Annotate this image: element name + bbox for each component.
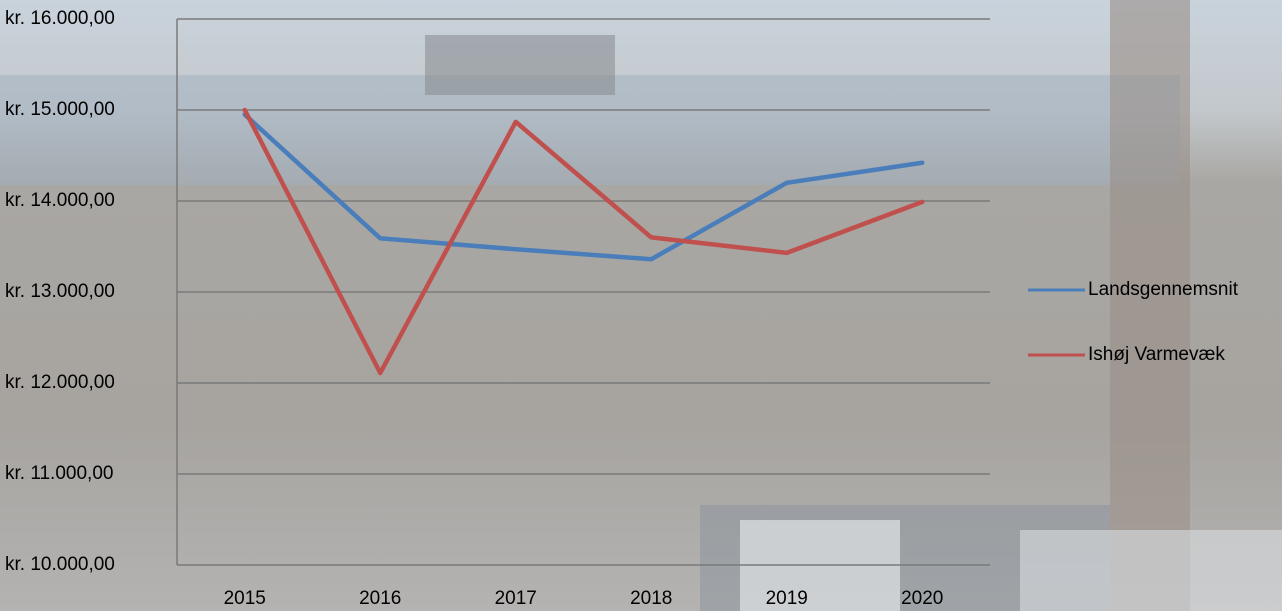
y-tick-label: kr. 12.000,00 [5,372,115,393]
series-line [242,112,925,262]
x-tick-label: 2020 [901,588,943,609]
legend-label: Landsgennemsnit [1088,279,1239,300]
x-tick-label: 2017 [495,588,537,609]
y-tick-label: kr. 16.000,00 [5,8,115,29]
series-line [242,107,925,376]
y-tick-label: kr. 13.000,00 [5,281,115,302]
x-tick-label: 2015 [224,588,266,609]
y-tick-label: kr. 14.000,00 [5,190,115,211]
y-tick-label: kr. 15.000,00 [5,99,115,120]
y-tick-label: kr. 10.000,00 [5,554,115,575]
x-tick-label: 2019 [766,588,808,609]
legend-label: Ishøj Varmevæk [1088,344,1225,365]
x-tick-label: 2016 [359,588,401,609]
y-tick-label: kr. 11.000,00 [5,463,113,484]
x-tick-label: 2018 [630,588,672,609]
